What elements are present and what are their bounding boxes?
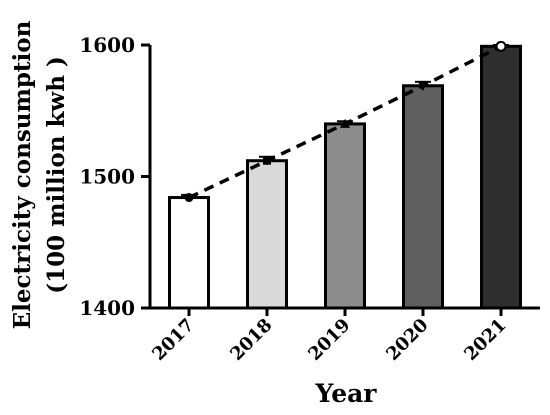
y-tick-label-1500: 1500 xyxy=(79,165,135,189)
trend-group xyxy=(184,40,507,203)
trend-marker-2020 xyxy=(418,81,428,91)
x-tick-label-2018: 2018 xyxy=(226,315,276,365)
trend-marker-2017 xyxy=(184,193,194,203)
bar-2019 xyxy=(324,122,366,310)
bar-2018 xyxy=(246,159,288,310)
y-tick-label-1600: 1600 xyxy=(79,33,135,57)
x-tick-label-2017: 2017 xyxy=(148,315,198,365)
y-axis-title-line1: Electricity consumption xyxy=(9,20,36,329)
bar-2017 xyxy=(168,196,210,310)
bars-group xyxy=(168,44,522,310)
x-axis-title: Year xyxy=(315,379,378,408)
trend-marker-2019 xyxy=(340,118,350,128)
trend-marker-2021 xyxy=(495,40,507,52)
x-ticks-group: 2017 2018 2019 2020 2021 xyxy=(148,308,511,365)
trend-marker-2018 xyxy=(263,156,271,165)
x-tick-label-2021: 2021 xyxy=(460,315,510,365)
y-tick-label-1400: 1400 xyxy=(79,296,135,320)
x-tick-label-2020: 2020 xyxy=(382,315,432,365)
x-tick-label-2019: 2019 xyxy=(304,315,354,365)
y-ticks-group: 1400 1500 1600 xyxy=(79,33,150,320)
bar-2020 xyxy=(402,84,444,310)
bar-2021 xyxy=(480,44,522,310)
y-axis-title-line2: (100 million kwh ) xyxy=(43,56,70,294)
